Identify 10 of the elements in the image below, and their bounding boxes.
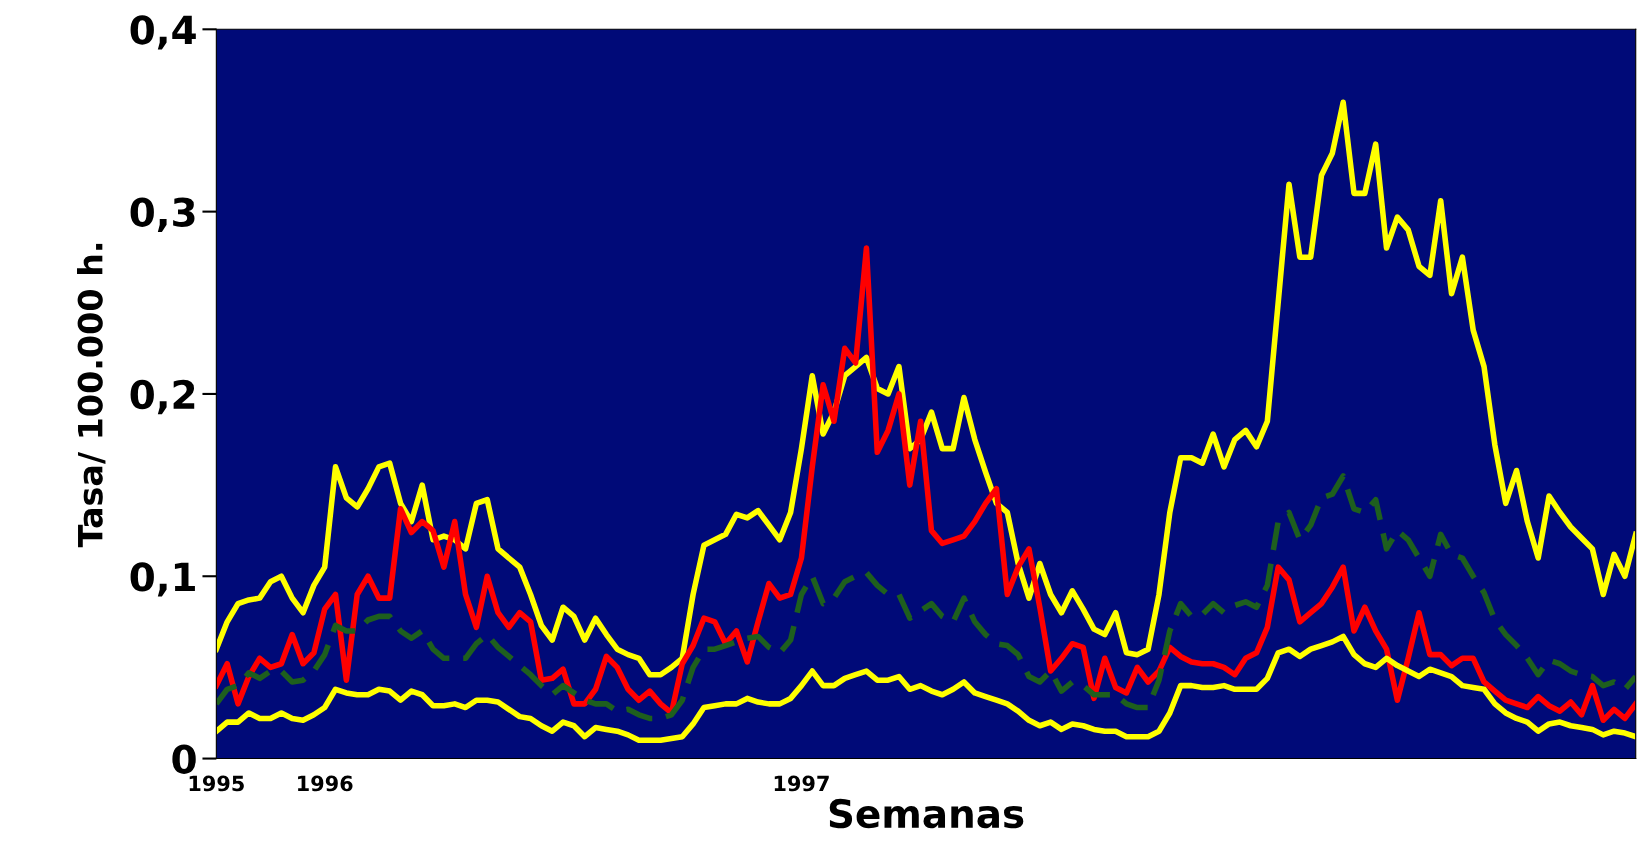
x-tick-label: 1995 (189, 775, 244, 792)
y-axis-title: Tasa/ 100.000 h. (77, 243, 106, 548)
y-tick-label: 0,4 (130, 15, 196, 50)
y-tick-label: 0,2 (130, 379, 195, 415)
x-tick-label: 1996 (298, 775, 353, 792)
y-tick-label: 0,3 (130, 197, 195, 232)
x-axis-title: Semanas (829, 798, 1024, 829)
y-tick-label: 0,1 (130, 562, 195, 597)
x-tick-label: 1997 (774, 775, 829, 792)
y-tick-label: 0 (172, 744, 196, 774)
